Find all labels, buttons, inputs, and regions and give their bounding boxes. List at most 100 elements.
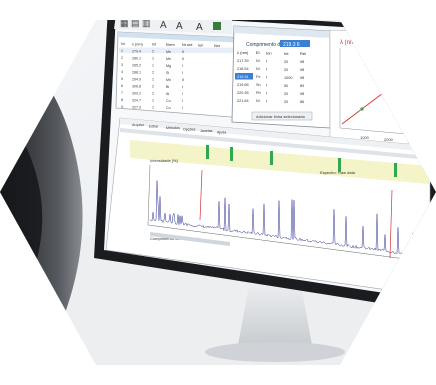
- table-column-header: Ion: [198, 44, 203, 48]
- dialog-selected-row[interactable]: [235, 73, 253, 80]
- table-column-header: λ (nm): [132, 42, 143, 46]
- dialog-value-field[interactable]: [280, 40, 310, 47]
- dialog-cell: 98: [300, 60, 304, 64]
- dialog-cell: Sn: [256, 83, 261, 87]
- table-cell: Bi: [166, 85, 169, 89]
- menu-item[interactable]: Arquivo: [132, 123, 144, 127]
- dialog-cell: I: [266, 91, 267, 95]
- spectrum-red-marker: [389, 189, 393, 259]
- table-cell: 1: [152, 57, 154, 61]
- table-body: 1 279.4 2 Mn II2 280.1 1 Mn II3 285.2 1 Mg I4 288.1 2 S…: [119, 47, 243, 110]
- toolbar-letter-a-3: A: [196, 22, 203, 33]
- calibration-point: [404, 74, 408, 78]
- table-cell: I: [182, 106, 183, 110]
- dialog-cell: 98: [300, 68, 304, 72]
- toolbar-palette-icon[interactable]: [213, 22, 221, 30]
- table-cell: 1: [121, 49, 123, 53]
- dialog-cell: 98: [300, 92, 304, 96]
- table-cell: 1: [152, 64, 154, 68]
- dialog-column-header: Int: [284, 51, 289, 56]
- table-cell: Cu: [166, 106, 171, 110]
- table-cell: 5: [121, 77, 123, 81]
- table-cell: 2: [152, 71, 154, 75]
- table-cell: 1: [152, 99, 154, 103]
- table-cell: 327.3: [132, 105, 141, 109]
- dialog-table-body: 217.39 Ni I 20 98 218.54 Ni I 20 98 219.31 Fe I 1000 9…: [235, 59, 304, 104]
- dialog-cell: Ni: [256, 67, 260, 71]
- table-cell: 280.1: [132, 56, 141, 60]
- dialog-cell: I: [266, 59, 267, 63]
- menu-item[interactable]: Ajuda: [217, 131, 226, 135]
- table-column-header: Nor: [214, 44, 221, 48]
- table-cell: 279.4: [132, 49, 141, 53]
- spectrum-source-label: Espectro: Raw data: [320, 170, 356, 175]
- menu-item[interactable]: Opções: [183, 128, 196, 132]
- dialog-cell: 220.35: [237, 91, 249, 95]
- dialog-value-text: 219.3 6: [283, 42, 300, 48]
- add-selected-line-label: Adicionar linha selecionada: [256, 114, 305, 119]
- calibration-tick: 1000: [360, 135, 370, 140]
- table-cell: 4: [121, 70, 123, 74]
- wavelength-dialog: Comprimento de onda 219.3 6 λ (nm) El Ion I…: [231, 25, 331, 129]
- table-cell: Mn: [166, 78, 171, 82]
- dialog-cell: Ni: [256, 59, 260, 63]
- table-column-header: Int: [152, 43, 157, 47]
- table-cell: 2: [152, 92, 154, 96]
- table-cell: II: [182, 78, 184, 82]
- calibration-tick: 3000: [408, 139, 418, 144]
- dialog-cell: 20: [284, 100, 288, 104]
- table-cell: Mn: [166, 50, 171, 54]
- calibration-point: [360, 107, 364, 111]
- table-header: Nr λ (nm) Int Elem Nr.ord Ion Nor: [121, 42, 221, 48]
- highlight-band: [130, 140, 430, 184]
- table-cell: 6: [121, 84, 123, 88]
- calibration-tick: 2000: [384, 137, 394, 142]
- table-cell: 285.2: [132, 63, 141, 67]
- dialog-cell: I: [266, 99, 267, 103]
- dialog-cell: 221.64: [237, 99, 249, 103]
- dialog-cell: 218.54: [237, 67, 249, 71]
- menu-item[interactable]: Métodos: [166, 126, 180, 130]
- line-marker: [338, 158, 341, 172]
- table-cell: 2: [152, 50, 154, 54]
- dialog-cell: 219.65: [237, 83, 249, 87]
- dialog-column-header: El: [256, 50, 260, 55]
- table-cell: 309.2: [132, 91, 141, 95]
- menu-item[interactable]: Janelas: [200, 129, 213, 133]
- dialog-column-header: Rel: [300, 51, 306, 56]
- add-selected-line-button[interactable]: [251, 111, 313, 121]
- table-cell: Si: [166, 71, 169, 75]
- table-cell: 3: [121, 63, 123, 67]
- menu-item[interactable]: Editar: [149, 125, 159, 129]
- dialog-cell: 86: [300, 100, 304, 104]
- table-window: Nr λ (nm) Int Elem Nr.ord Ion Nor 1 279.4 2 Mn II2…: [115, 31, 247, 119]
- intensity-label: Intensidade [%]: [150, 158, 178, 163]
- dialog-cell: I: [266, 83, 267, 87]
- table-cell: 2: [121, 56, 123, 60]
- table-cell: Mg: [166, 64, 171, 68]
- table-cell: 1: [152, 78, 154, 82]
- dialog-title: Comprimento de onda: [246, 42, 296, 48]
- table-cell: I: [182, 99, 183, 103]
- calibration-title: λ (nm): [340, 40, 357, 46]
- table-cell: 9: [121, 105, 123, 109]
- toolbar-letter-a-2: A: [176, 21, 183, 32]
- dialog-cell: 50: [284, 84, 288, 88]
- table-cell: II: [182, 50, 184, 54]
- spectrum-red-marker: [199, 169, 203, 221]
- table-cell: Mn: [166, 57, 171, 61]
- dialog-cell: 89: [300, 84, 304, 88]
- table-cell: Cu: [166, 99, 171, 103]
- table-cell: I: [182, 71, 183, 75]
- dialog-cell: I: [266, 67, 267, 71]
- calibration-panel: λ (nm) 1000 2000 3000: [329, 29, 431, 149]
- table-cell: 2: [152, 85, 154, 89]
- toolbar-icons: ▦ ▤ ▥: [120, 18, 151, 28]
- table-cell: 294.9: [132, 77, 141, 81]
- dialog-cell: I: [266, 75, 267, 79]
- table-cell: I: [182, 92, 183, 96]
- line-marker: [206, 145, 209, 159]
- line-marker: [394, 163, 397, 177]
